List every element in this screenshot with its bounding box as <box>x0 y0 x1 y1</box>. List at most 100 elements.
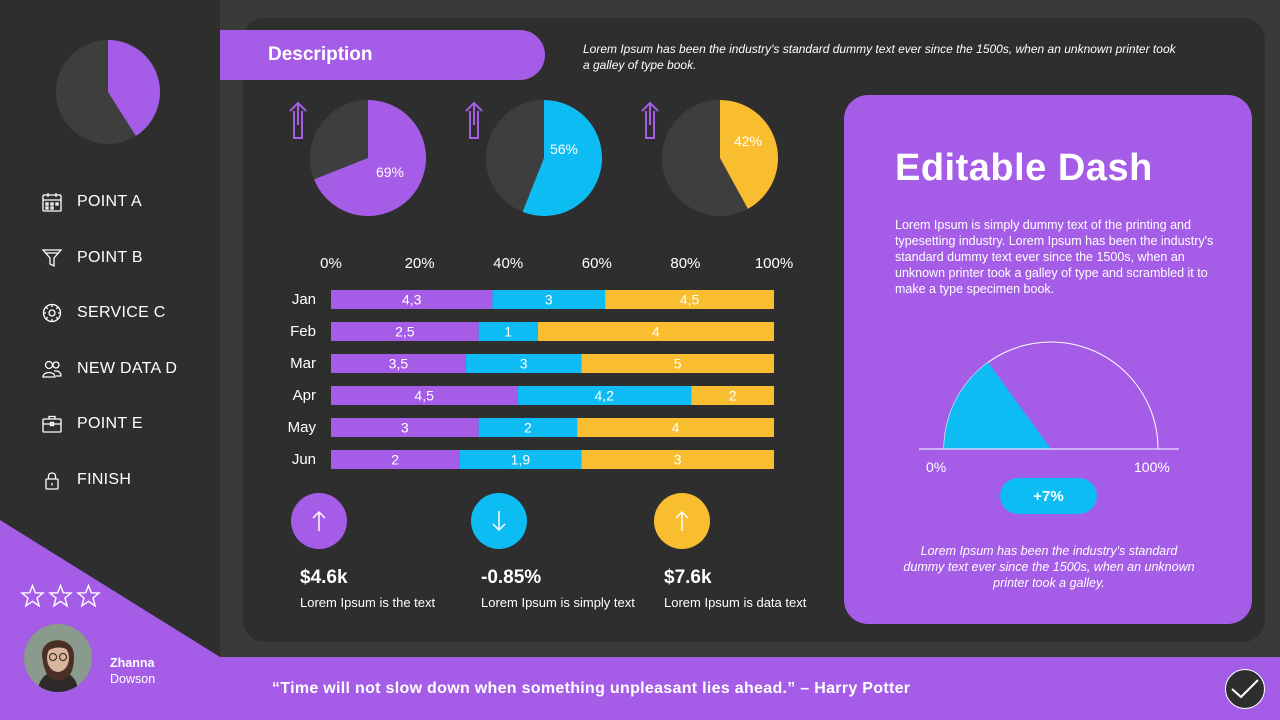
pie-slice-value <box>720 100 778 209</box>
bar-segment <box>577 418 774 437</box>
category-label: Jan <box>292 291 316 308</box>
card-title: Editable Dash <box>895 147 1153 189</box>
pie-slice-value <box>314 100 426 216</box>
stacked-bar-chart: 0% 20% 40% 60% 80% 100% Jan 4,3 3 4,5 Feb 2,5 1 4 Mar 3… <box>288 255 793 469</box>
sidebar-item-label: NEW DATA D <box>77 359 178 377</box>
pie-chart-1: 69% <box>284 98 434 220</box>
lock-icon <box>40 468 64 492</box>
pie-chart-1-svg: 69% <box>289 100 426 216</box>
filter-icon <box>40 246 64 270</box>
sidebar-item-label: FINISH <box>77 470 132 488</box>
pie-value-label: 56% <box>550 141 578 157</box>
bar-value-label: 3 <box>674 452 682 468</box>
sidebar-item-label: SERVICE C <box>77 304 166 321</box>
check-button[interactable] <box>1225 669 1265 709</box>
bar-value-label: 3 <box>520 356 528 372</box>
pie-chart-3-svg: 42% <box>641 100 778 216</box>
rating-stars <box>20 584 101 608</box>
arrow-up-icon <box>312 510 326 531</box>
bar-value-label: 1 <box>504 324 512 340</box>
bar-value-label: 4 <box>652 324 660 340</box>
sidebar: POINT A POINT B SERVICE C <box>0 0 220 720</box>
description-text: Lorem Ipsum has been the industry's stan… <box>583 42 1176 72</box>
sidebar-item-point-a[interactable]: POINT A <box>40 188 210 216</box>
pie-slice-value <box>522 100 602 216</box>
bar-value-label: 2 <box>524 420 532 436</box>
description-header: Description <box>220 30 545 80</box>
kpi-3-circle <box>654 493 710 549</box>
pie-value-label: 69% <box>376 164 404 180</box>
sidebar-pie-chart <box>56 40 160 144</box>
card-footer-text: Lorem Ipsum has been the industry's stan… <box>903 544 1195 590</box>
kpi-1-label: Lorem Ipsum is the text <box>300 595 436 610</box>
bar-value-label: 4,5 <box>414 388 434 404</box>
bar-segment <box>331 386 518 405</box>
pie-chart-3: 42% <box>636 98 786 220</box>
footer-quote: “Time will not slow down when something … <box>272 680 911 697</box>
kpi-3-value: $7.6k <box>664 567 712 588</box>
sidebar-item-finish[interactable]: FINISH <box>40 466 210 494</box>
category-label: Apr <box>293 387 316 404</box>
bar-value-label: 2 <box>391 452 399 468</box>
bar-value-label: 3 <box>545 292 553 308</box>
bar-segment <box>581 354 774 373</box>
bar-segment <box>331 322 479 341</box>
sidebar-item-service-c[interactable]: SERVICE C <box>40 299 210 327</box>
sidebar-item-new-data-d[interactable]: NEW DATA D <box>40 355 210 383</box>
gauge-chart <box>919 341 1179 450</box>
bar-value-label: 4 <box>672 420 680 436</box>
kpi-1-value: $4.6k <box>300 567 348 588</box>
arrow-up-icon <box>675 510 689 531</box>
calendar-icon <box>40 190 64 214</box>
sidebar-item-point-e[interactable]: POINT E <box>40 410 210 438</box>
card-text: Lorem Ipsum is simply dummy text of the … <box>895 218 1214 296</box>
kpi-2-value: -0.85% <box>481 567 542 588</box>
bar-segment <box>331 418 479 437</box>
x-tick-label: 0% <box>320 255 342 272</box>
category-label: Mar <box>290 355 316 372</box>
kpi-3-label: Lorem Ipsum is data text <box>664 595 807 610</box>
bar-segment <box>331 290 493 309</box>
bar-segment <box>459 450 582 469</box>
briefcase-icon <box>40 412 64 436</box>
x-tick-label: 60% <box>582 255 612 272</box>
sidebar-pie-slice <box>108 40 160 136</box>
x-tick-label: 40% <box>493 255 523 272</box>
gauge-max-label: 100% <box>1134 459 1170 475</box>
bar-segment <box>331 450 460 469</box>
pie-chart-2: 56% <box>460 98 610 220</box>
description-title: Description <box>268 44 373 65</box>
bar-value-label: 4,3 <box>402 292 422 308</box>
sidebar-item-label: POINT E <box>77 415 143 432</box>
arrow-up-outline-icon <box>289 101 307 139</box>
kpi-2-label: Lorem Ipsum is simply text <box>481 595 635 610</box>
x-tick-label: 100% <box>755 255 793 272</box>
bar-segment <box>517 386 692 405</box>
footer-bar: “Time will not slow down when something … <box>220 657 1280 720</box>
star-outline-icon <box>20 584 45 608</box>
category-label: May <box>288 419 317 436</box>
sidebar-item-label: POINT A <box>77 193 142 210</box>
arrow-down-icon <box>492 511 506 532</box>
bar-value-label: 3,5 <box>389 356 409 372</box>
avatar <box>24 624 92 692</box>
profile-first-name: Zhanna <box>110 656 155 670</box>
users-icon <box>40 357 64 381</box>
bar-segment <box>465 354 582 373</box>
arrow-up-outline-icon <box>641 101 659 139</box>
bar-value-label: 2,5 <box>395 324 415 340</box>
category-label: Jun <box>292 451 316 468</box>
bar-value-label: 5 <box>674 356 682 372</box>
arrow-up-outline-icon <box>465 101 483 139</box>
pie-chart-2-svg: 56% <box>465 100 602 216</box>
bar-segment <box>331 354 466 373</box>
sidebar-accent-triangle <box>0 520 220 720</box>
sidebar-item-point-b[interactable]: POINT B <box>40 244 210 272</box>
editable-dash-card: Editable Dash Lorem Ipsum is simply dumm… <box>844 95 1252 624</box>
bar-segment <box>478 418 578 437</box>
category-label: Feb <box>290 323 316 340</box>
sidebar-nav: POINT A POINT B SERVICE C <box>40 188 210 521</box>
bar-value-label: 4,5 <box>680 292 700 308</box>
kpi-2-circle <box>471 493 527 549</box>
star-outline-icon <box>48 584 73 608</box>
